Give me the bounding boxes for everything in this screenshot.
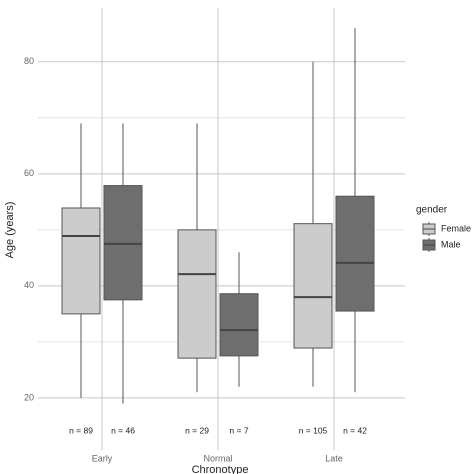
box [219, 293, 259, 357]
box [103, 185, 143, 301]
box [335, 195, 375, 312]
y-tick-label: 80 [24, 56, 34, 66]
box [61, 207, 101, 315]
x-tick-label: Normal [203, 453, 232, 463]
x-tick-label: Early [92, 453, 113, 463]
y-tick-label: 40 [24, 280, 34, 290]
legend-label: Female [441, 223, 471, 233]
n-label: n = 7 [229, 425, 248, 435]
x-tick-label: Late [325, 453, 343, 463]
y-axis-title: Age (years) [4, 202, 16, 259]
n-label: n = 89 [69, 425, 93, 435]
y-tick-label: 60 [24, 168, 34, 178]
n-label: n = 42 [343, 425, 367, 435]
n-label: n = 46 [111, 425, 135, 435]
n-label: n = 29 [185, 425, 209, 435]
box [177, 229, 217, 359]
box [293, 223, 333, 349]
y-tick-label: 20 [24, 392, 34, 402]
legend-title: gender [416, 205, 448, 216]
x-axis-title: Chronotype [192, 464, 249, 474]
legend-label: Male [441, 239, 461, 249]
n-label: n = 105 [299, 425, 328, 435]
